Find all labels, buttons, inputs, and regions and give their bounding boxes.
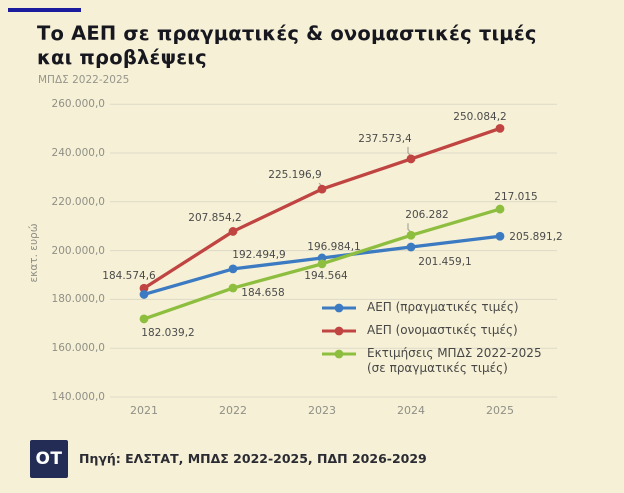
legend-marker-icon <box>322 303 356 313</box>
data-point-label: 184.574,6 <box>102 270 156 283</box>
data-point-label: 201.459,1 <box>418 256 472 269</box>
data-point <box>495 231 505 241</box>
label-leader-line <box>318 182 322 186</box>
ot-logo: OT <box>30 440 68 478</box>
x-tick-label: 2024 <box>397 404 425 417</box>
series-0-line <box>139 123 505 293</box>
data-point-label: 217.015 <box>494 191 538 204</box>
data-point-label: 206.282 <box>405 209 449 222</box>
data-point-label: 207.854,2 <box>188 212 242 225</box>
data-point-label: 225.196,9 <box>268 169 322 182</box>
data-point <box>139 314 149 324</box>
title-line-1: Το ΑΕΠ σε πραγματικές & ονομαστικές τιμέ… <box>37 22 537 45</box>
label-leader-line <box>407 146 411 156</box>
accent-line <box>8 8 81 12</box>
y-tick-label: 180.000,0 <box>51 293 105 306</box>
data-point-label: 184.658 <box>241 287 285 300</box>
data-point <box>406 230 416 240</box>
label-leader-line <box>407 223 411 232</box>
data-point <box>228 264 238 274</box>
legend-label: ΑΕΠ (ονομαστικές τιμές) <box>367 323 518 337</box>
data-point <box>228 283 238 293</box>
y-tick-label: 260.000,0 <box>51 98 105 111</box>
title-line-2: και προβλέψεις <box>37 45 207 69</box>
legend-label: ΑΕΠ (πραγματικές τιμές) <box>367 300 519 314</box>
x-tick-label: 2021 <box>130 404 158 417</box>
data-point <box>495 204 505 214</box>
data-point <box>139 290 149 299</box>
page-title: Το ΑΕΠ σε πραγματικές & ονομαστικές τιμέ… <box>37 22 557 70</box>
series-2-line <box>139 204 505 324</box>
data-point-label: 250.084,2 <box>453 111 507 124</box>
x-tick-label: 2023 <box>308 404 336 417</box>
y-tick-label: 240.000,0 <box>51 147 105 159</box>
data-point-label: 205.891,2 <box>509 231 563 244</box>
data-point-label: 194.564 <box>304 269 348 282</box>
data-point-label: 237.573,4 <box>358 132 412 145</box>
data-point <box>139 283 149 293</box>
data-point <box>317 184 327 194</box>
legend-item: ΑΕΠ (ονομαστικές τιμές) <box>322 323 542 338</box>
y-tick-label: 160.000,0 <box>51 342 105 355</box>
y-tick-label: 200.000,0 <box>51 244 105 257</box>
data-point-label: 192.494,9 <box>232 248 286 261</box>
legend-item: Εκτιμήσεις ΜΠΔΣ 2022-2025 (σε πραγματικές… <box>322 346 542 376</box>
data-point-label: 182.039,2 <box>141 327 195 340</box>
source-text: Πηγή: ΕΛΣΤΑΤ, ΜΠΔΣ 2022-2025, ΠΔΠ 2026-2… <box>79 451 427 466</box>
gridlines <box>110 103 557 398</box>
x-tick-label: 2025 <box>486 404 514 417</box>
legend-label: Εκτιμήσεις ΜΠΔΣ 2022-2025 (σε πραγματικές… <box>367 346 542 375</box>
chart-subtitle: ΜΠΔΣ 2022-2025 <box>38 74 130 86</box>
data-point <box>406 242 416 252</box>
legend-item: ΑΕΠ (πραγματικές τιμές) <box>322 300 542 315</box>
data-point <box>406 154 416 164</box>
data-point <box>228 227 238 236</box>
data-point <box>495 123 505 133</box>
legend-marker-icon <box>322 349 356 359</box>
x-tick-label: 2022 <box>219 404 247 417</box>
legend: ΑΕΠ (πραγματικές τιμές) ΑΕΠ (ονομαστικές … <box>322 300 542 376</box>
data-point-label: 196.984,1 <box>307 240 361 253</box>
legend-marker-icon <box>322 326 356 336</box>
y-tick-label: 220.000,0 <box>51 195 105 208</box>
y-tick-label: 140.000,0 <box>51 391 105 403</box>
data-point <box>317 259 327 269</box>
